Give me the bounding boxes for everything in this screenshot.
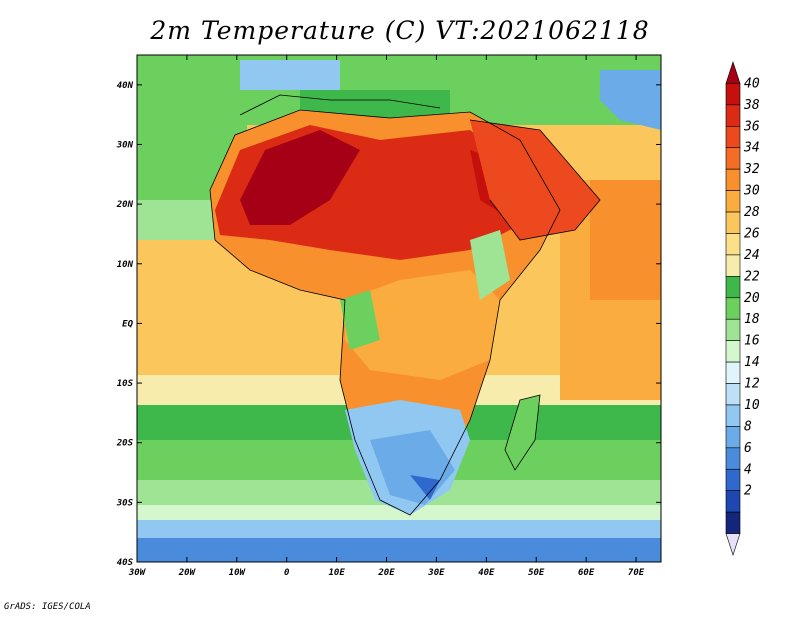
lon-tick-label: 20W bbox=[178, 568, 197, 578]
colorbar-segment bbox=[725, 318, 741, 341]
colorbar-label: 40 bbox=[744, 76, 760, 91]
colorbar-label: 34 bbox=[743, 141, 760, 156]
colorbar-segment bbox=[725, 233, 741, 256]
colorbar-label: 14 bbox=[744, 355, 760, 370]
colorbar-label: 24 bbox=[744, 248, 760, 263]
lon-tick-label: 0 bbox=[284, 568, 290, 578]
lon-tick-label: 20E bbox=[377, 568, 395, 578]
lon-tick-label: 10W bbox=[229, 568, 247, 578]
colorbar-segment bbox=[725, 168, 741, 191]
colorbar-top-arrow bbox=[725, 61, 741, 84]
lon-tick-label: 30E bbox=[427, 568, 445, 578]
colorbar-label: 4 bbox=[744, 462, 752, 477]
colorbar-label: 20 bbox=[744, 291, 760, 306]
colorbar-segment bbox=[725, 211, 741, 234]
lat-tick-label: 30N bbox=[116, 140, 134, 150]
colorbar-label: 6 bbox=[744, 441, 752, 456]
colorbar-segment bbox=[725, 190, 741, 213]
colorbar-label: 30 bbox=[743, 184, 760, 199]
lat-tick-label: 20S bbox=[116, 439, 134, 449]
lat-tick-label: 40N bbox=[117, 81, 134, 91]
credit-label: GrADS: IGES/COLA bbox=[4, 602, 91, 612]
temperature-field bbox=[137, 55, 661, 562]
colorbar-segment bbox=[725, 426, 741, 449]
colorbar-label: 22 bbox=[744, 269, 760, 284]
longitude-ticks: 30W 20W 10W 0 10E 20E 30E 40E 50E 60E 70E bbox=[128, 55, 645, 578]
colorbar-segment bbox=[725, 490, 741, 513]
colorbar-segment bbox=[725, 254, 741, 277]
colorbar-label: 18 bbox=[744, 312, 760, 327]
lon-tick-label: 40E bbox=[478, 568, 495, 578]
map-title: 2m Temperature (C) VT:2021062118 bbox=[150, 16, 650, 45]
colorbar-segment bbox=[725, 104, 741, 127]
colorbar-segment bbox=[725, 83, 741, 106]
colorbar-label: 8 bbox=[744, 419, 752, 434]
lat-tick-label: 10N bbox=[117, 260, 134, 270]
colorbar-segment bbox=[725, 340, 741, 363]
colorbar-segment bbox=[725, 126, 741, 149]
lon-tick-label: 30W bbox=[128, 568, 147, 578]
colorbar-label: 10 bbox=[744, 398, 760, 413]
colorbar-label: 36 bbox=[743, 119, 760, 134]
colorbar-label: 26 bbox=[744, 226, 760, 241]
map-frame bbox=[136, 54, 662, 563]
colorbar-segment bbox=[725, 468, 741, 491]
colorbar-bottom-arrow bbox=[725, 533, 741, 556]
lat-tick-label: 30S bbox=[116, 498, 134, 508]
lon-tick-label: 60E bbox=[578, 568, 595, 578]
colorbar: 40 38 36 34 32 30 28 26 24 22 20 18 16 14 12 10 8 6 4 2 bbox=[725, 61, 760, 556]
latitude-ticks: 40N 30N 20N 10N EQ 10S 20S 30S 40S bbox=[116, 81, 661, 568]
colorbar-label: 2 bbox=[744, 484, 752, 499]
colorbar-label: 12 bbox=[744, 377, 760, 392]
coastlines bbox=[209, 94, 601, 516]
colorbar-segment bbox=[725, 361, 741, 384]
lat-tick-label: EQ bbox=[122, 319, 133, 329]
lat-tick-label: 10S bbox=[117, 379, 134, 389]
colorbar-segment bbox=[725, 511, 741, 534]
colorbar-segment bbox=[725, 297, 741, 320]
colorbar-label: 38 bbox=[743, 98, 760, 113]
lon-tick-label: 50E bbox=[528, 568, 545, 578]
colorbar-segment bbox=[725, 383, 741, 406]
lon-tick-label: 10E bbox=[328, 568, 345, 578]
colorbar-segment bbox=[725, 447, 741, 470]
lon-tick-label: 70E bbox=[628, 568, 645, 578]
colorbar-label: 16 bbox=[744, 334, 760, 349]
colorbar-label: 28 bbox=[744, 205, 760, 220]
colorbar-segment bbox=[725, 404, 741, 427]
lat-tick-label: 40S bbox=[117, 558, 134, 568]
colorbar-segment bbox=[725, 276, 741, 299]
colorbar-segment bbox=[725, 147, 741, 170]
colorbar-label: 32 bbox=[743, 162, 760, 177]
lat-tick-label: 20N bbox=[116, 200, 134, 210]
